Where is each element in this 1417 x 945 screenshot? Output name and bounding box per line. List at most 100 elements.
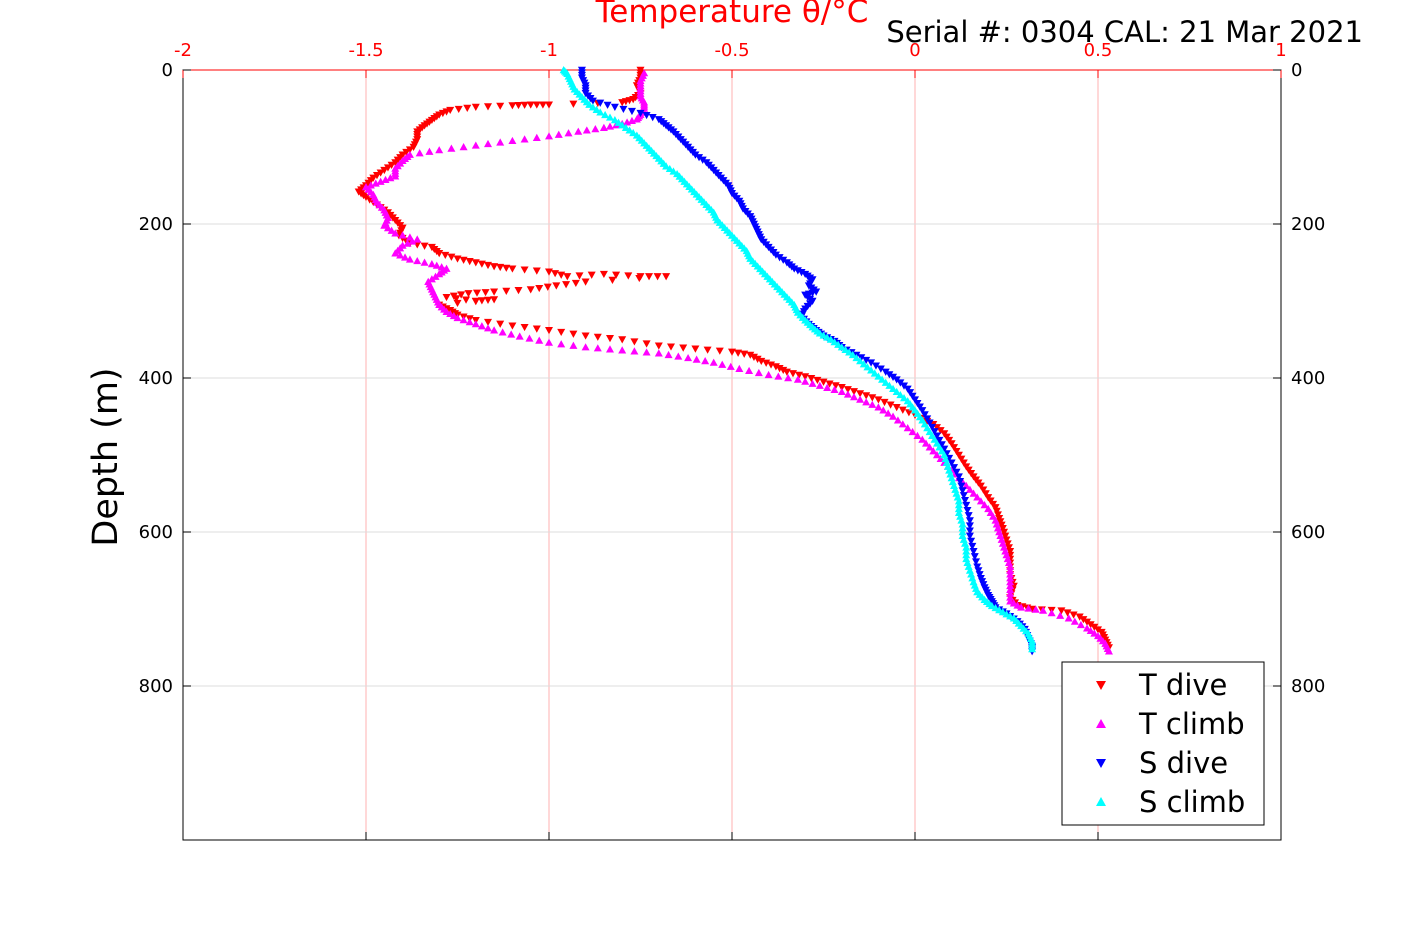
point-s-climb	[969, 578, 978, 586]
point-s-climb	[925, 427, 934, 436]
point-t-climb	[1076, 620, 1085, 629]
point-t-dive	[624, 272, 633, 280]
point-t-climb	[884, 409, 893, 417]
point-s-dive	[867, 359, 876, 367]
point-t-climb	[618, 346, 627, 354]
point-s-climb	[834, 340, 843, 348]
point-t-climb	[1003, 554, 1012, 563]
point-t-climb	[606, 122, 614, 130]
point-t-dive	[587, 271, 596, 279]
point-t-dive	[645, 273, 654, 281]
point-s-dive	[889, 373, 898, 381]
point-s-dive	[876, 365, 885, 373]
point-t-climb	[1090, 629, 1099, 637]
point-s-dive	[963, 506, 972, 515]
serial-text: Serial #: 0304 CAL: 21 Mar 2021	[886, 15, 1363, 49]
point-t-dive	[383, 164, 392, 172]
point-s-climb	[947, 474, 956, 482]
grid	[183, 70, 1281, 840]
point-s-climb	[967, 570, 976, 578]
point-t-climb	[449, 311, 458, 320]
point-t-climb	[918, 435, 927, 443]
point-s-climb	[669, 167, 678, 175]
point-t-dive	[365, 196, 374, 204]
point-t-dive	[477, 297, 486, 305]
point-t-climb	[815, 381, 824, 389]
point-t-climb	[471, 141, 480, 149]
point-t-dive	[508, 265, 517, 273]
x-tick-label: 1	[1275, 40, 1286, 61]
point-t-climb	[962, 481, 971, 489]
point-s-climb	[958, 524, 967, 532]
legend-marker-s-climb	[1096, 797, 1106, 806]
point-t-climb	[1070, 617, 1079, 625]
point-t-dive	[1057, 607, 1066, 615]
point-t-dive	[952, 447, 961, 456]
point-t-climb	[868, 400, 877, 408]
point-t-dive	[508, 102, 517, 110]
point-t-climb	[874, 403, 883, 411]
point-t-dive	[453, 255, 462, 263]
point-t-climb	[383, 224, 392, 232]
point-s-climb	[592, 105, 601, 113]
point-t-climb	[496, 138, 505, 146]
point-s-climb	[923, 424, 932, 432]
point-t-climb	[391, 229, 400, 237]
point-t-dive	[490, 263, 499, 271]
point-t-dive	[642, 340, 651, 348]
point-t-climb	[1024, 604, 1033, 612]
point-t-dive	[545, 327, 553, 335]
point-t-climb	[993, 524, 1002, 532]
point-t-climb	[582, 126, 591, 134]
point-t-dive	[402, 148, 411, 157]
point-s-climb	[935, 443, 944, 451]
point-t-dive	[1090, 623, 1099, 631]
point-t-dive	[484, 318, 492, 327]
point-t-climb	[1006, 589, 1015, 597]
x-tick-label: 0.5	[1084, 40, 1113, 61]
legend-label-t-climb: T climb	[1138, 707, 1245, 741]
point-t-climb	[898, 420, 907, 428]
point-t-dive	[484, 296, 492, 304]
point-s-dive	[920, 411, 929, 419]
point-t-dive	[662, 273, 671, 281]
point-s-climb	[1006, 612, 1015, 620]
point-t-climb	[684, 353, 693, 362]
point-s-climb	[629, 128, 638, 137]
point-s-climb	[588, 103, 597, 111]
point-t-dive	[435, 250, 444, 258]
point-t-dive	[543, 283, 552, 291]
point-t-climb	[408, 237, 417, 245]
point-s-climb	[951, 485, 960, 493]
point-t-climb	[574, 127, 583, 135]
point-t-dive	[856, 390, 865, 398]
point-t-climb	[995, 528, 1004, 536]
point-t-climb	[435, 146, 444, 154]
point-t-climb	[980, 501, 989, 509]
point-t-dive	[563, 273, 572, 281]
point-t-climb	[823, 383, 832, 391]
point-t-climb	[640, 69, 649, 77]
point-t-climb	[484, 324, 492, 332]
point-t-climb	[793, 375, 802, 383]
point-t-climb	[398, 241, 407, 249]
point-s-climb	[601, 110, 610, 119]
point-t-climb	[862, 398, 871, 406]
point-s-dive	[962, 501, 971, 510]
point-s-climb	[950, 481, 959, 489]
point-s-climb	[957, 516, 966, 524]
point-t-climb	[599, 123, 608, 131]
y-axis-ticks: 0 0 200 200 400 400 600 600 800 800	[139, 60, 1326, 697]
point-t-dive	[442, 293, 451, 302]
point-s-climb	[998, 608, 1007, 616]
y-tick-label-right: 200	[1291, 214, 1325, 235]
point-s-dive	[928, 423, 937, 432]
point-t-dive	[372, 172, 381, 180]
point-t-climb	[554, 130, 563, 138]
point-s-climb	[819, 331, 828, 339]
point-t-dive	[608, 276, 617, 284]
point-t-climb	[1006, 566, 1015, 574]
point-s-dive	[957, 482, 966, 490]
point-t-dive	[391, 159, 400, 167]
